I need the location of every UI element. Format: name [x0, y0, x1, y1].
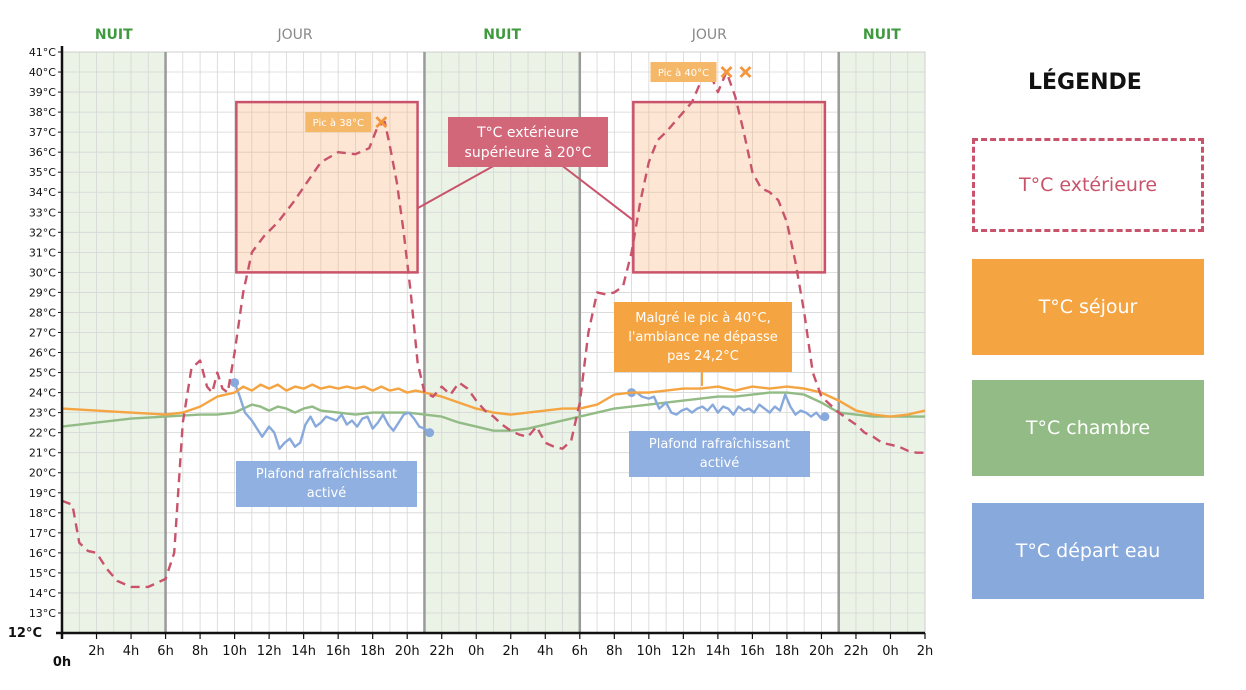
y-tick-label: 14°C [29, 587, 56, 600]
y-tick-label: 16°C [29, 547, 56, 560]
x-tick-label: 12h [257, 644, 282, 659]
y-tick-label: 32°C [29, 226, 56, 239]
water-temp-endpoint [425, 428, 435, 438]
legend-item-sejour: T°C séjour [972, 259, 1204, 355]
period-label: NUIT [863, 27, 901, 43]
y-tick-label: 39°C [29, 86, 56, 99]
x-tick-label: 22h [429, 644, 454, 659]
x-tick-label: 14h [291, 644, 316, 659]
y-tick-label: 38°C [29, 106, 56, 119]
water-temp-line [233, 382, 431, 450]
x-tick-label: 16h [740, 644, 765, 659]
y-tick-label: 36°C [29, 146, 56, 159]
period-label: NUIT [95, 27, 133, 43]
y-tick-label: 33°C [29, 206, 56, 219]
x-tick-label: 6h [157, 644, 174, 659]
x-tick-label: 10h [636, 644, 661, 659]
bedroom-temp-line [61, 391, 925, 432]
legend-item-chambre: T°C chambre [972, 380, 1204, 476]
x-tick-label: 20h [395, 644, 420, 659]
cooling-callout: Plafond rafraîchissant activé [649, 437, 790, 471]
ambiance-callout: Malgré le pic à 40°C, l'ambiance ne dépas… [628, 311, 778, 364]
peak-marker [720, 66, 733, 79]
outdoor-temp-line [61, 70, 925, 589]
peak-marker [375, 116, 388, 129]
y-tick-label: 15°C [29, 567, 56, 580]
x-tick-label: 0h [53, 655, 71, 670]
y-tick-label: 20°C [29, 467, 56, 480]
water-temp-endpoint [230, 378, 240, 388]
x-tick-label: 20h [809, 644, 834, 659]
x-tick-label: 16h [326, 644, 351, 659]
y-tick-label: 29°C [29, 286, 56, 299]
peak-label: Pic à 40°C [658, 67, 709, 79]
y-tick-label: 23°C [29, 407, 56, 420]
legend-title: LÉGENDE [1028, 70, 1142, 95]
y-tick-label: 24°C [29, 387, 56, 400]
y-tick-label: 12°C [8, 626, 42, 641]
y-tick-label: 40°C [29, 66, 56, 79]
living-room-temp-line [61, 383, 926, 418]
water-temp-endpoint [820, 412, 830, 422]
exterior-callout-box [448, 117, 608, 167]
y-tick-label: 37°C [29, 126, 56, 139]
y-tick-label: 17°C [29, 527, 56, 540]
peak-label: Pic à 38°C [313, 117, 364, 129]
y-tick-label: 13°C [29, 607, 56, 620]
y-tick-label: 27°C [29, 326, 56, 339]
hot-zone-box [632, 100, 827, 274]
period-band [838, 52, 925, 633]
x-tick-label: 8h [606, 644, 623, 659]
peak-label-box [305, 112, 372, 133]
x-tick-label: 22h [844, 644, 869, 659]
y-tick-label: 35°C [29, 166, 56, 179]
cooling-callout-box [629, 431, 810, 477]
ambiance-callout-box [614, 302, 792, 372]
y-tick-label: 26°C [29, 347, 56, 360]
y-tick-label: 41°C [29, 46, 56, 59]
x-tick-label: 2h [88, 644, 105, 659]
period-label: NUIT [483, 27, 521, 43]
exterior-callout: T°C extérieure supérieure à 20°C [465, 125, 592, 161]
y-tick-label: 25°C [29, 367, 56, 380]
period-band [165, 52, 425, 633]
water-temp-line [631, 391, 826, 420]
x-tick-label: 6h [572, 644, 589, 659]
x-tick-label: 14h [705, 644, 730, 659]
y-tick-label: 34°C [29, 186, 56, 199]
x-tick-label: 4h [123, 644, 140, 659]
period-label: JOUR [691, 27, 727, 43]
peak-marker [739, 66, 752, 79]
x-tick-label: 2h [917, 644, 934, 659]
legend-item-depart-eau: T°C départ eau [972, 503, 1204, 599]
y-tick-label: 28°C [29, 306, 56, 319]
y-tick-label: 30°C [29, 266, 56, 279]
x-tick-label: 12h [671, 644, 696, 659]
x-tick-label: 8h [192, 644, 209, 659]
period-label: JOUR [276, 27, 312, 43]
y-tick-label: 31°C [29, 246, 56, 259]
cooling-callout-box [236, 461, 417, 507]
x-tick-label: 4h [537, 644, 554, 659]
x-tick-label: 0h [468, 644, 485, 659]
x-tick-label: 10h [222, 644, 247, 659]
y-tick-label: 18°C [29, 507, 56, 520]
peak-label-box [650, 62, 717, 83]
y-tick-label: 21°C [29, 447, 56, 460]
x-tick-label: 2h [503, 644, 520, 659]
x-tick-label: 18h [775, 644, 800, 659]
y-tick-label: 19°C [29, 487, 56, 500]
callout-connector [559, 163, 634, 222]
legend-item-exterieure: T°C extérieure [972, 138, 1204, 232]
cooling-callout: Plafond rafraîchissant activé [256, 467, 397, 501]
callout-connector [417, 163, 498, 210]
y-tick-label: 22°C [29, 427, 56, 440]
x-tick-label: 0h [882, 644, 899, 659]
x-tick-label: 18h [360, 644, 385, 659]
